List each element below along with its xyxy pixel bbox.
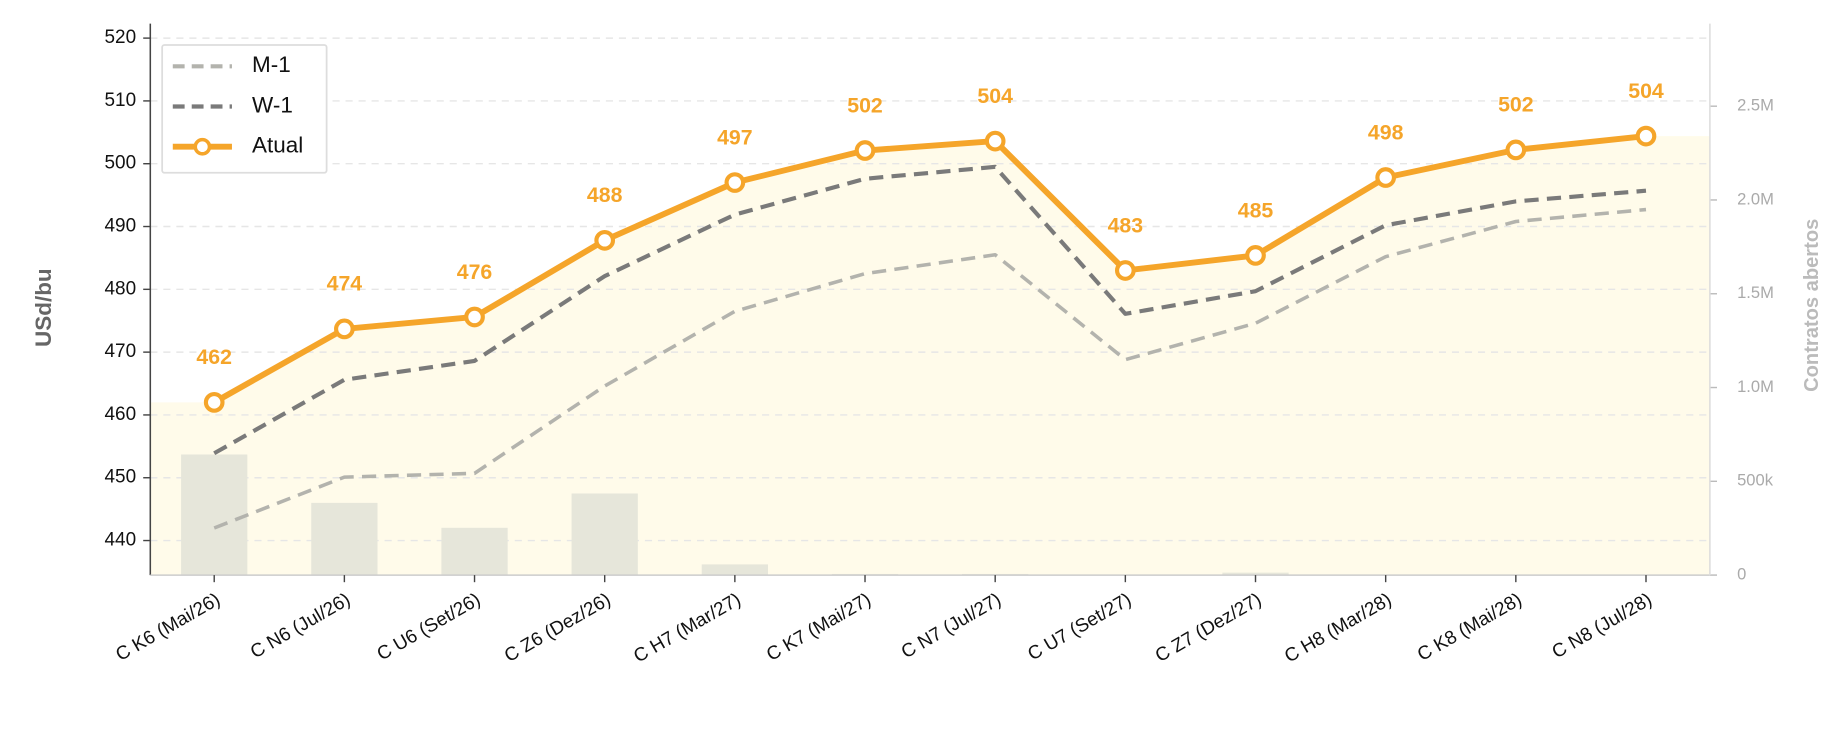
y2-tick-label: 0 (1737, 564, 1746, 583)
y-tick-label: 500 (105, 153, 137, 174)
data-label: 502 (847, 93, 883, 117)
x-tick-label: C N6 (Jul/26) (247, 589, 354, 663)
legend-label: Atual (252, 133, 303, 158)
data-label: 497 (717, 125, 753, 149)
x-tick-label: C K6 (Mai/26) (112, 589, 224, 666)
data-label: 485 (1238, 198, 1274, 222)
legend-marker (193, 137, 212, 156)
point (203, 392, 225, 413)
x-tick-label: C K7 (Mai/27) (763, 589, 875, 666)
data-label: 502 (1498, 93, 1534, 117)
y-tick-label: 490 (105, 216, 137, 237)
legend-label: M-1 (252, 52, 291, 77)
open-interest-bar (571, 493, 638, 576)
point (724, 172, 746, 193)
data-label: 474 (327, 272, 363, 296)
x-tick-label: C H7 (Mar/27) (630, 589, 744, 667)
open-interest-bar (181, 454, 248, 576)
data-label: 476 (457, 260, 493, 284)
point (854, 140, 876, 161)
y-tick-label: 460 (105, 404, 137, 425)
x-tick-label: C U7 (Set/27) (1024, 589, 1135, 665)
y2-axis-label: Contratos abertos (1801, 219, 1823, 392)
point (464, 306, 485, 328)
comparison-line (213, 164, 1647, 456)
y-tick-label: 520 (105, 27, 137, 48)
data-label: 498 (1368, 120, 1404, 144)
comparison-line (213, 207, 1647, 530)
y-tick-label: 450 (105, 467, 137, 488)
data-label: 483 (1108, 213, 1144, 237)
point (1635, 125, 1657, 147)
point (1114, 260, 1136, 281)
y-tick-label: 480 (105, 278, 137, 299)
x-tick-label: C Z6 (Dez/26) (501, 589, 614, 667)
y2-tick-label: 1.5M (1737, 283, 1774, 302)
open-interest-bar (441, 527, 508, 576)
y2-tick-label: 500k (1737, 471, 1774, 490)
y-tick-label: 510 (105, 90, 137, 111)
data-label: 488 (587, 183, 623, 207)
y2-tick-label: 1.0M (1737, 377, 1774, 396)
x-tick-label: C U6 (Set/26) (374, 589, 485, 665)
x-tick-label: C N8 (Jul/28) (1549, 589, 1656, 663)
point (334, 318, 355, 340)
y2-tick-label: 2.0M (1737, 189, 1774, 208)
point (1505, 139, 1527, 161)
x-tick-label: C Z7 (Dez/27) (1152, 589, 1265, 667)
current-area (150, 136, 1710, 576)
legend-label: W-1 (252, 92, 293, 117)
point (1375, 167, 1397, 188)
x-tick-label: C K8 (Mai/28) (1414, 589, 1526, 666)
data-label: 504 (977, 84, 1013, 108)
x-tick-label: C N7 (Jul/27) (898, 589, 1005, 663)
open-interest-bar (701, 564, 768, 576)
open-interest-bar (1222, 572, 1289, 576)
y-tick-label: 470 (105, 341, 137, 362)
point (1245, 245, 1266, 266)
data-label: 504 (1628, 79, 1664, 103)
current-line (212, 133, 1647, 405)
point (984, 130, 1006, 152)
open-interest-bar (311, 502, 378, 576)
y2-tick-label: 2.5M (1737, 96, 1774, 115)
y-axis-label: USd/bu (31, 268, 56, 347)
point (594, 229, 616, 251)
x-tick-label: C H8 (Mar/28) (1281, 589, 1395, 667)
data-label: 462 (196, 345, 232, 369)
y-tick-label: 440 (105, 530, 137, 551)
